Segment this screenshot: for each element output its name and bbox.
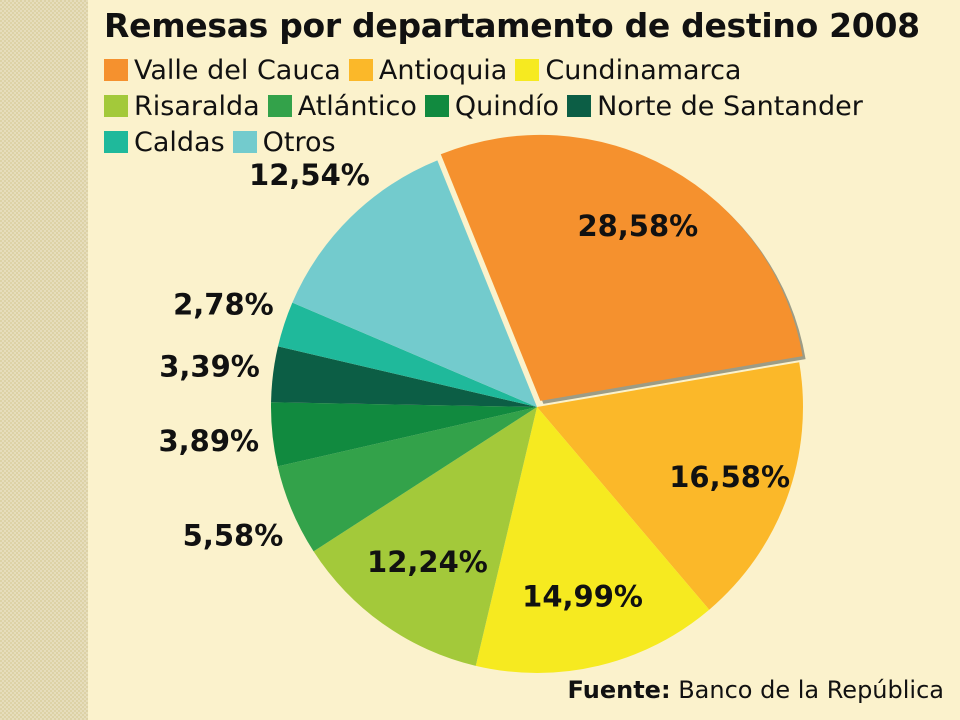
legend-label: Valle del Cauca xyxy=(134,54,341,86)
pie-label-caldas: 2,78% xyxy=(173,287,274,321)
pie-slice-otros xyxy=(292,160,537,407)
legend-label: Caldas xyxy=(134,126,225,158)
legend-swatch xyxy=(232,131,257,153)
legend-swatch xyxy=(567,95,592,117)
legend-label: Risaralda xyxy=(134,90,260,122)
pie-slice-risaralda xyxy=(313,407,537,666)
legend-swatch xyxy=(267,95,292,117)
pie-slice-quindio xyxy=(271,402,537,467)
legend-item-otros: Otros xyxy=(232,126,336,158)
pie-label-norte-de-santander: 3,39% xyxy=(159,349,260,383)
legend-label: Otros xyxy=(262,126,336,158)
legend-label: Atlántico xyxy=(297,90,417,122)
legend-swatch xyxy=(104,131,128,153)
legend-item-antioquia: Antioquia xyxy=(348,54,508,86)
legend-item-cundinamarca: Cundinamarca xyxy=(515,55,741,86)
legend-swatch xyxy=(424,95,449,117)
chart-legend: Valle del Cauca Antioquia Cundinamarca R… xyxy=(104,52,954,160)
legend-label: Cundinamarca xyxy=(545,54,742,86)
legend-row: Caldas Otros xyxy=(104,124,954,160)
pie-slice-atlantico xyxy=(277,407,537,552)
legend-item-quindio: Quindío xyxy=(424,90,560,122)
pie-label-antioquia: 16,58% xyxy=(669,460,790,494)
pie-label-cundinamarca: 14,99% xyxy=(522,580,643,614)
pie-label-risaralda: 12,24% xyxy=(367,545,488,579)
decorative-side-strip xyxy=(0,0,88,720)
source-prefix: Fuente: xyxy=(567,676,671,704)
pie-slice-antioquia xyxy=(537,362,803,610)
pie-label-atlantico: 5,58% xyxy=(183,518,284,552)
pie-label-valle-del-cauca: 28,58% xyxy=(577,209,698,243)
pie-slice-caldas xyxy=(277,302,537,407)
pie-slice-valle-del-cauca xyxy=(440,134,803,401)
pie-label-otros: 12,54% xyxy=(249,158,370,192)
legend-swatch xyxy=(104,95,128,117)
pie-slices xyxy=(271,134,806,673)
legend-label: Quindío xyxy=(454,90,560,122)
legend-label: Norte de Santander xyxy=(597,90,863,122)
legend-label: Antioquia xyxy=(378,54,508,86)
legend-swatch xyxy=(104,59,128,81)
pie-labels: 28,58% 16,58% 14,99% 12,24% 5,58% 3,89% 3,39% 2… xyxy=(158,158,790,614)
pie-label-quindio: 3,89% xyxy=(158,424,259,458)
source-name: Banco de la República xyxy=(678,676,944,704)
legend-row: Risaralda Atlántico Quindío Norte de San… xyxy=(104,88,954,124)
pie-slice-cundinamarca xyxy=(475,407,710,673)
pie-slice-norte-de-santander xyxy=(271,346,537,407)
legend-item-norte-de-santander: Norte de Santander xyxy=(567,91,863,122)
chart-title: Remesas por departamento de destino 2008 xyxy=(104,6,920,45)
legend-swatch xyxy=(515,59,540,81)
source-credit: Fuente: Banco de la República xyxy=(568,676,944,704)
legend-item-valle-del-cauca: Valle del Cauca xyxy=(104,55,341,86)
legend-item-atlantico: Atlántico xyxy=(267,90,417,122)
legend-swatch xyxy=(348,59,373,81)
legend-row: Valle del Cauca Antioquia Cundinamarca xyxy=(104,52,954,88)
legend-item-caldas: Caldas xyxy=(104,127,225,158)
legend-item-risaralda: Risaralda xyxy=(104,91,260,122)
